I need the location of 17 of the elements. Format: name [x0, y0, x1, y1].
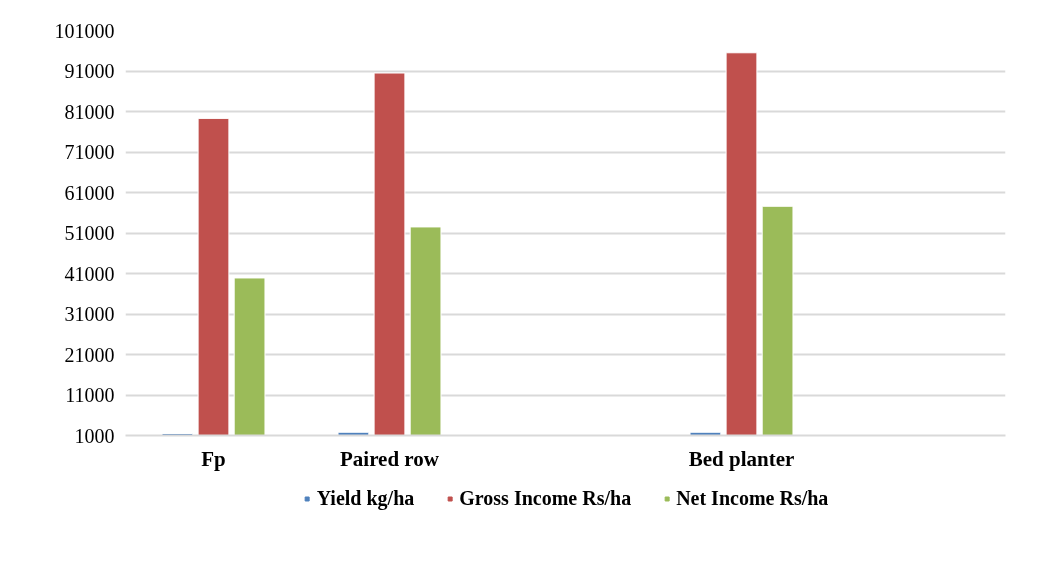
legend-label: Yield kg/ha	[316, 486, 415, 510]
y-tick-label: 31000	[64, 303, 115, 325]
y-tick-label: 61000	[64, 181, 115, 204]
legend-label: Net Income Rs/ha	[676, 486, 829, 510]
x-tick-label: Paired row	[340, 446, 440, 471]
legend-label: Gross Income Rs/ha	[459, 486, 632, 510]
y-tick-label: 51000	[64, 222, 115, 244]
y-tick-label: 81000	[64, 100, 115, 123]
y-tick-label: 11000	[65, 384, 115, 406]
x-tick-label: Bed planter	[688, 446, 795, 471]
y-tick-label: 1000	[74, 424, 115, 447]
y-tick-label: 21000	[64, 343, 115, 366]
y-tick-label: 71000	[64, 141, 115, 163]
x-tick-label: Fp	[201, 446, 226, 471]
y-tick-label: 101000	[54, 19, 115, 42]
y-tick-label: 91000	[64, 60, 115, 82]
y-tick-label: 41000	[64, 262, 115, 285]
